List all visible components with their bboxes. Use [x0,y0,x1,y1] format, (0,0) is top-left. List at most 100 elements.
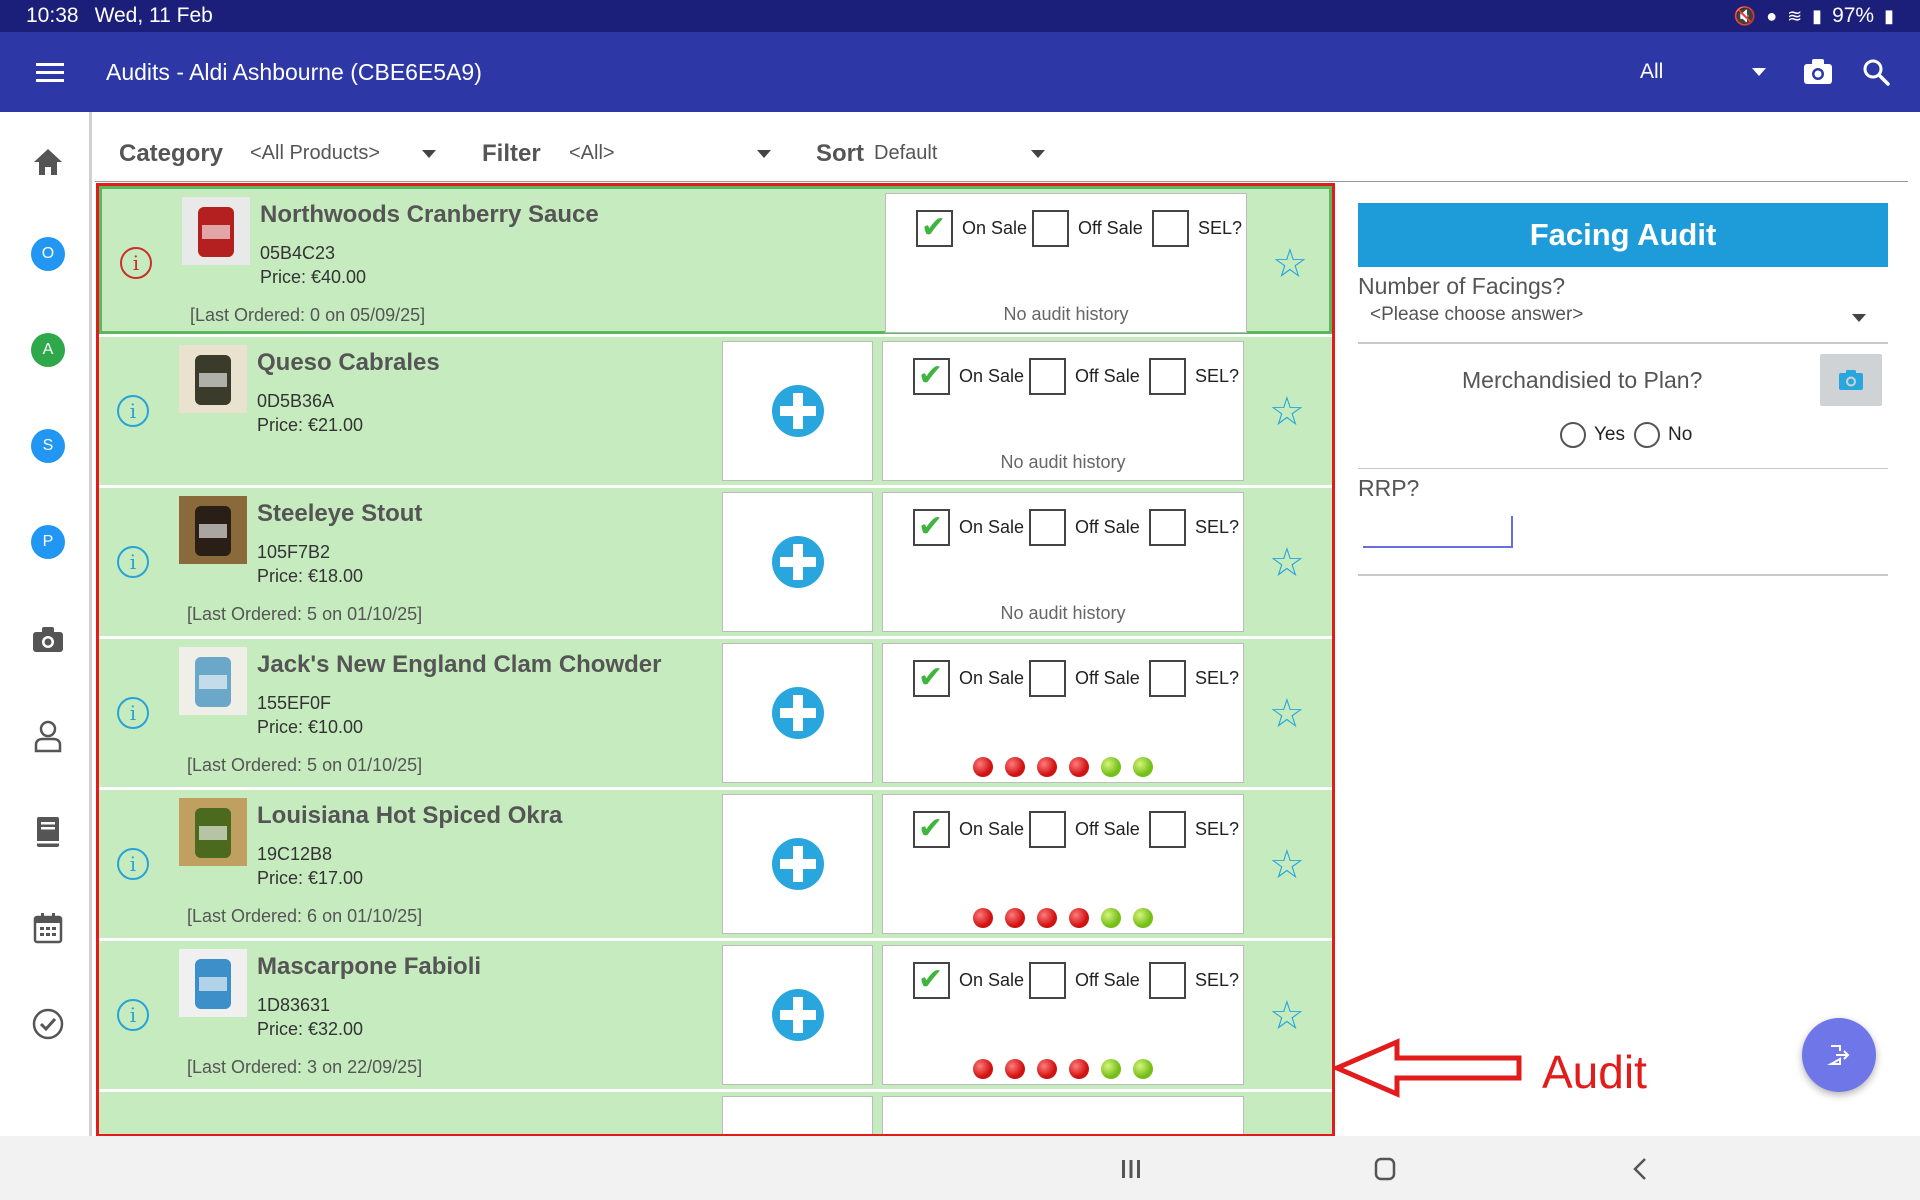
app-bar: Audits - Aldi Ashbourne (CBE6E5A9) All [0,32,1920,112]
person-icon[interactable] [30,718,66,754]
scope-select[interactable]: All [1640,60,1664,83]
info-icon[interactable]: i [120,247,152,279]
chevron-down-icon[interactable] [1852,314,1866,322]
sort-select[interactable]: Default [874,142,938,164]
nav-badge-s[interactable]: S [30,428,66,464]
history-dot [1101,1059,1121,1079]
star-icon[interactable]: ☆ [1269,692,1305,736]
sale-status-box: On Sale Off Sale SEL? [882,643,1244,783]
filter-label: Filter [482,139,541,167]
add-product-button[interactable] [722,794,873,934]
audit-history [883,908,1243,928]
off-sale-checkbox[interactable] [1029,509,1066,546]
off-sale-checkbox[interactable] [1029,962,1066,999]
photo-button[interactable] [1820,353,1882,406]
plus-icon [771,536,824,588]
sel-checkbox[interactable] [1149,509,1186,546]
on-sale-checkbox[interactable] [913,358,950,395]
star-icon[interactable]: ☆ [1272,242,1308,286]
sel-label: SEL? [1195,366,1240,386]
category-label: Category [119,139,224,167]
last-ordered: [Last Ordered: 0 on 05/09/25] [190,305,426,325]
calendar-icon[interactable] [30,910,66,946]
facings-select[interactable]: <Please choose answer> [1358,300,1888,334]
check-circle-icon[interactable] [30,1006,66,1042]
product-row[interactable]: i Queso Cabrales 0D5B36A Price: €21.00 O… [99,337,1332,485]
signal-icon: ▮ [1812,5,1823,26]
star-icon[interactable]: ☆ [1269,994,1305,1038]
on-sale-checkbox[interactable] [913,509,950,546]
sel-checkbox[interactable] [1152,210,1189,247]
info-icon[interactable]: i [117,848,149,880]
product-thumbnail [179,798,247,866]
home-button-icon[interactable] [1374,1157,1396,1181]
logout-icon [1827,1045,1850,1065]
sel-checkbox[interactable] [1149,660,1186,697]
plus-icon [771,989,824,1041]
chevron-down-icon[interactable] [422,150,436,158]
annotation-arrow-icon [1335,1038,1522,1098]
star-icon[interactable]: ☆ [1269,390,1305,434]
menu-icon[interactable] [36,58,64,87]
filter-select[interactable]: <All> [569,142,615,164]
category-select[interactable]: <All Products> [250,142,381,164]
sel-label: SEL? [1195,970,1240,990]
on-sale-checkbox[interactable] [916,210,953,247]
sel-checkbox[interactable] [1149,811,1186,848]
add-product-button[interactable] [722,1096,873,1134]
add-product-button[interactable] [722,341,873,481]
add-product-button[interactable] [722,945,873,1085]
product-price: Price: €21.00 [257,415,364,435]
nav-badge-a[interactable]: A [30,332,66,368]
off-sale-checkbox[interactable] [1029,358,1066,395]
badge-a: A [31,333,65,367]
recents-icon[interactable] [1120,1158,1142,1180]
info-icon[interactable]: i [117,395,149,427]
nav-badge-p[interactable]: P [30,524,66,560]
product-row[interactable]: i Louisiana Hot Spiced Okra 19C12B8 Pric… [99,790,1332,938]
on-sale-checkbox[interactable] [913,962,950,999]
nav-badge-o[interactable]: O [30,236,66,272]
off-sale-checkbox[interactable] [1029,660,1066,697]
sel-checkbox[interactable] [1149,962,1186,999]
history-dot [1133,1059,1153,1079]
star-icon[interactable]: ☆ [1269,541,1305,585]
chevron-down-icon[interactable] [1031,150,1045,158]
chevron-down-icon[interactable] [757,150,771,158]
history-dot [1037,757,1057,777]
off-sale-checkbox[interactable] [1032,210,1069,247]
product-row[interactable]: i Jack's New England Clam Chowder 155EF0… [99,639,1332,787]
on-sale-checkbox[interactable] [913,660,950,697]
product-row[interactable]: i Mascarpone Fabioli 1D83631 Price: €32.… [99,941,1332,1089]
history-dot [1005,757,1025,777]
yes-radio[interactable] [1560,421,1586,448]
star-icon[interactable]: ☆ [1269,843,1305,887]
history-dot [973,908,993,928]
off-sale-checkbox[interactable] [1029,811,1066,848]
sale-status-box: On Sale Off Sale SEL? No audit history [885,193,1247,333]
sel-checkbox[interactable] [1149,358,1186,395]
rrp-input[interactable] [1363,516,1513,548]
info-icon[interactable]: i [117,697,149,729]
camera-icon[interactable] [1803,58,1833,86]
on-sale-checkbox[interactable] [913,811,950,848]
product-row[interactable]: i Steeleye Stout 105F7B2 Price: €18.00 [… [99,488,1332,636]
plus-icon [771,687,824,739]
add-product-button[interactable] [722,492,873,632]
back-icon[interactable] [1630,1156,1650,1182]
info-icon[interactable]: i [117,999,149,1031]
home-icon[interactable] [30,144,66,180]
no-radio[interactable] [1634,421,1660,448]
history-dot [1069,1059,1089,1079]
exit-fab-button[interactable] [1802,1018,1876,1092]
camera-icon[interactable] [30,622,66,658]
product-row[interactable] [99,1092,1332,1134]
add-product-button[interactable] [722,643,873,783]
product-row[interactable]: i Northwoods Cranberry Sauce 05B4C23 Pri… [99,186,1332,334]
search-icon[interactable] [1862,58,1890,86]
book-icon[interactable] [30,814,66,850]
info-icon[interactable]: i [117,546,149,578]
history-dot [1101,908,1121,928]
chevron-down-icon[interactable] [1752,68,1766,76]
product-name: Steeleye Stout [257,500,423,527]
